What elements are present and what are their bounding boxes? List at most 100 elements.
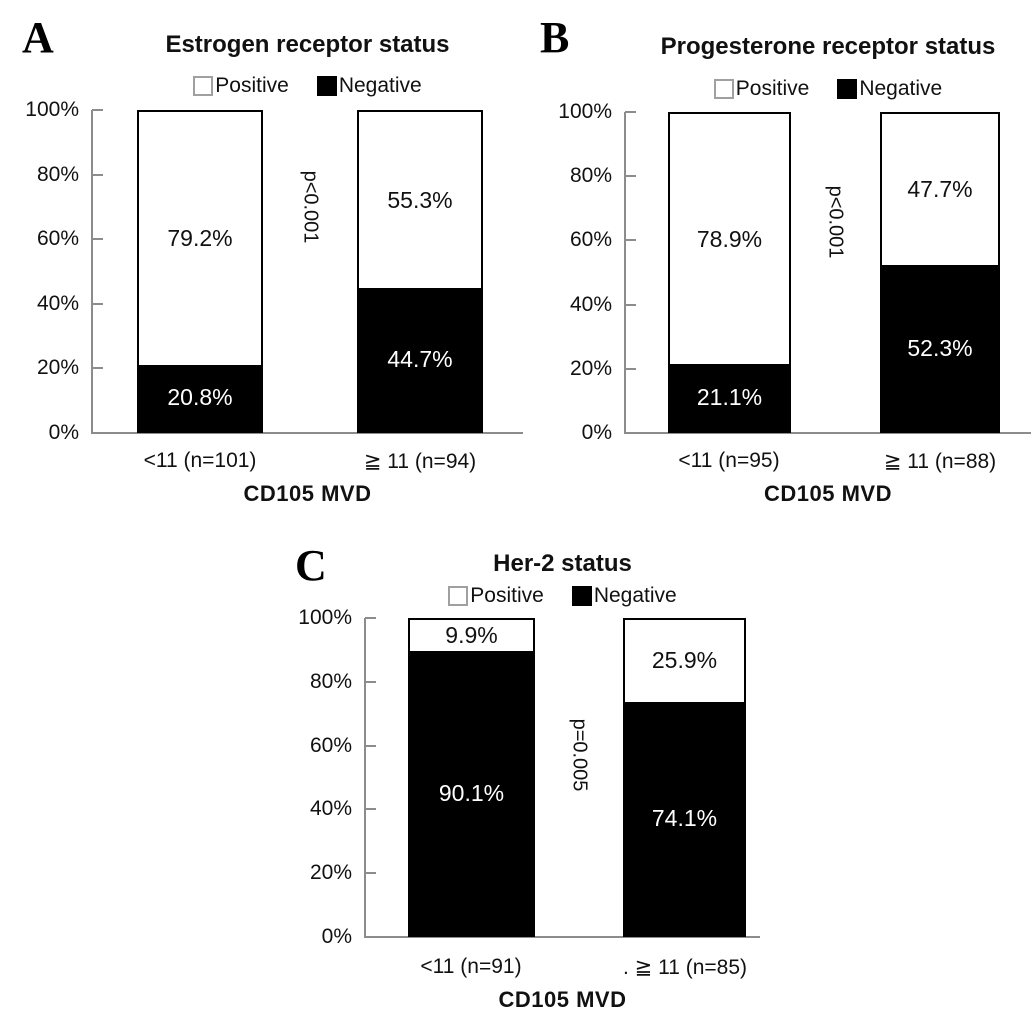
legend: Positive Negative: [92, 74, 523, 98]
y-tick-label: 40%: [569, 292, 612, 316]
legend: Positive Negative: [625, 77, 1031, 101]
y-tick-label: 20%: [569, 356, 612, 380]
y-tick: [365, 680, 376, 683]
y-tick-label: 60%: [309, 733, 352, 757]
y-tick-label: 40%: [36, 291, 79, 315]
y-tick: [625, 111, 636, 113]
negative-swatch-icon: [571, 586, 592, 606]
x-axis-title: CD105 MVD: [764, 481, 892, 506]
y-tick-label: 0%: [321, 925, 352, 948]
y-tick: [365, 617, 376, 619]
segment-label: 52.3%: [907, 334, 973, 361]
y-tick-label: 60%: [36, 227, 79, 251]
plot-area: 100% 80% 60% 40% 20% 0% 79.2% 20.8% 55.3…: [25, 98, 523, 444]
y-tick-label: 100%: [298, 606, 352, 629]
bar-segment-negative: 74.1%: [625, 701, 744, 935]
stacked-bar-lt11: 78.9% 21.1%: [668, 112, 791, 433]
segment-label: 9.9%: [445, 622, 498, 649]
bar-segment-positive: 9.9%: [410, 620, 533, 652]
stacked-bar-gte11: 55.3% 44.7%: [357, 110, 483, 433]
legend-item-negative: Negative: [837, 77, 942, 101]
x-category-label: ≧ 11 (n=88): [883, 450, 997, 473]
y-tick-label: 100%: [558, 100, 612, 123]
bar-segment-positive: 78.9%: [670, 114, 789, 365]
y-tick-label: 80%: [309, 669, 352, 693]
y-tick: [92, 302, 103, 305]
stacked-bar-gte11: 47.7% 52.3%: [880, 112, 1000, 433]
y-tick: [92, 173, 103, 176]
segment-label: 74.1%: [651, 804, 718, 831]
stacked-bar-lt11: 9.9% 90.1%: [408, 618, 535, 937]
segment-label: 55.3%: [387, 186, 453, 213]
y-tick-label: 60%: [569, 228, 612, 252]
segment-label: 78.9%: [696, 225, 763, 252]
y-tick-label: 80%: [36, 162, 79, 186]
bar-segment-negative: 21.1%: [670, 364, 789, 431]
legend-item-positive: Positive: [713, 77, 809, 101]
chart-title: Estrogen receptor status: [165, 31, 450, 58]
legend-label-positive: Positive: [215, 74, 289, 97]
x-category-label: <11 (n=95): [678, 449, 780, 472]
plot-area: 100% 80% 60% 40% 20% 0% 9.9% 90.1% 25.9%…: [298, 606, 760, 948]
bar-segment-negative: 52.3%: [882, 265, 998, 431]
bar-segment-positive: 25.9%: [625, 620, 744, 702]
x-axis-line: [624, 432, 1031, 434]
x-axis-title: CD105 MVD: [498, 987, 627, 1012]
x-category-label: ≧ 11 (n=94): [363, 450, 477, 473]
y-axis-line: [624, 112, 626, 433]
panel-estrogen: A Estrogen receptor status Positive Nega…: [0, 0, 533, 525]
y-tick: [625, 175, 636, 178]
legend-item-negative: Negative: [316, 74, 422, 98]
segment-label: 20.8%: [167, 384, 233, 411]
negative-swatch-icon: [837, 79, 858, 99]
legend: Positive Negative: [365, 584, 760, 608]
panel-progesterone: B Progesterone receptor status Positive …: [533, 0, 1033, 525]
y-tick-label: 20%: [309, 861, 352, 885]
y-tick-label: 100%: [25, 98, 79, 121]
legend-label-negative: Negative: [338, 74, 422, 97]
bar-segment-negative: 20.8%: [139, 364, 261, 431]
y-tick: [92, 367, 103, 370]
p-value-label: p<0.001: [299, 170, 322, 244]
stacked-bar-gte11: 25.9% 74.1%: [623, 618, 746, 937]
chart-title: Her-2 status: [493, 550, 632, 577]
segment-label: 25.9%: [651, 647, 718, 674]
bar-segment-positive: 47.7%: [882, 114, 998, 266]
positive-swatch-icon: [193, 76, 214, 96]
bar-segment-negative: 90.1%: [410, 651, 533, 935]
x-category-label: . ≧ 11 (n=85): [622, 956, 748, 979]
y-axis-line: [364, 618, 366, 937]
y-tick-label: 0%: [581, 421, 612, 444]
y-tick: [625, 367, 636, 370]
x-axis-title: CD105 MVD: [243, 481, 372, 506]
y-tick: [92, 109, 103, 111]
x-category-label: <11 (n=101): [143, 449, 257, 472]
y-tick-label: 0%: [48, 421, 79, 444]
y-tick-label: 40%: [309, 797, 352, 821]
y-axis-line: [91, 110, 93, 433]
segment-label: 44.7%: [387, 346, 453, 373]
chart-title: Progesterone receptor status: [660, 33, 996, 60]
x-axis-line: [91, 432, 523, 434]
panel-letter: C: [295, 541, 327, 590]
y-tick-label: 80%: [569, 164, 612, 188]
positive-swatch-icon: [448, 586, 469, 606]
segment-label: 21.1%: [696, 384, 763, 411]
bar-segment-positive: 55.3%: [359, 112, 481, 289]
p-value-label: p<0.001: [824, 185, 847, 259]
y-tick-label: 20%: [36, 356, 79, 380]
panel-her2: C Her-2 status Positive Negative 100% 80…: [250, 530, 795, 1023]
y-tick: [92, 238, 103, 241]
panel-letter: B: [540, 13, 570, 62]
bar-segment-positive: 79.2%: [139, 112, 261, 365]
y-tick: [625, 303, 636, 306]
y-tick: [365, 744, 376, 747]
legend-item-negative: Negative: [571, 584, 677, 608]
legend-label-negative: Negative: [859, 77, 943, 100]
legend-label-positive: Positive: [470, 584, 544, 607]
y-tick: [365, 872, 376, 875]
positive-swatch-icon: [713, 79, 734, 99]
y-tick: [365, 808, 376, 811]
p-value-label: p=0.005: [568, 718, 591, 792]
plot-area: 100% 80% 60% 40% 20% 0% 78.9% 21.1% 47.7…: [558, 100, 1031, 444]
